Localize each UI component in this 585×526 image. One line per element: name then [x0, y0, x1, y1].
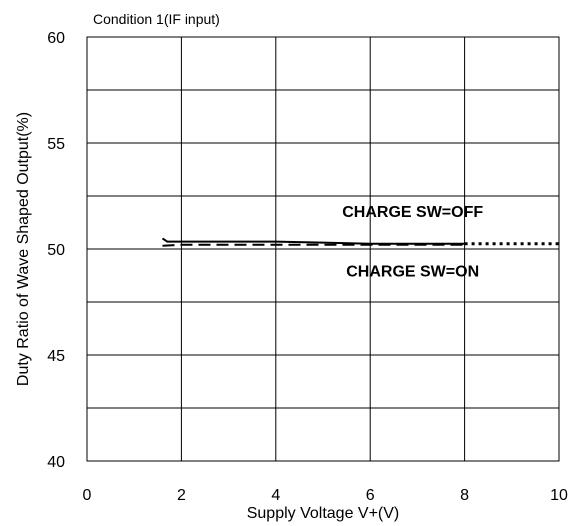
x-tick-label: 2: [177, 487, 186, 504]
y-tick-label: 60: [47, 30, 65, 47]
annotation-off: CHARGE SW=OFF: [342, 204, 483, 221]
chart-title: Condition 1(IF input): [93, 11, 220, 27]
plot-lines: [161, 237, 559, 247]
plot-frame: [86, 36, 560, 462]
x-tick-label: 10: [550, 487, 568, 504]
y-tick-label: 40: [47, 454, 65, 471]
x-tick-label: 6: [366, 487, 375, 504]
x-tick-label: 4: [271, 487, 280, 504]
series-line-0: [161, 237, 465, 245]
x-tick-label: 0: [83, 487, 92, 504]
y-tick-label: 50: [47, 242, 65, 259]
annotations: CHARGE SW=OFF CHARGE SW=ON: [342, 204, 483, 280]
series-line-1: [162, 243, 465, 247]
y-tick-label: 45: [47, 348, 65, 365]
annotation-on: CHARGE SW=ON: [346, 264, 479, 281]
x-axis-title: Supply Voltage V+(V): [247, 505, 400, 522]
grid: [87, 37, 559, 461]
y-ticks: 40 45 50 55 60: [47, 30, 65, 471]
y-axis-title: Duty Ratio of Wave Shaped Output(%): [15, 112, 32, 386]
x-tick-label: 8: [460, 487, 469, 504]
y-tick-label: 55: [47, 136, 65, 153]
x-ticks: 0 2 4 6 8 10: [83, 487, 568, 504]
